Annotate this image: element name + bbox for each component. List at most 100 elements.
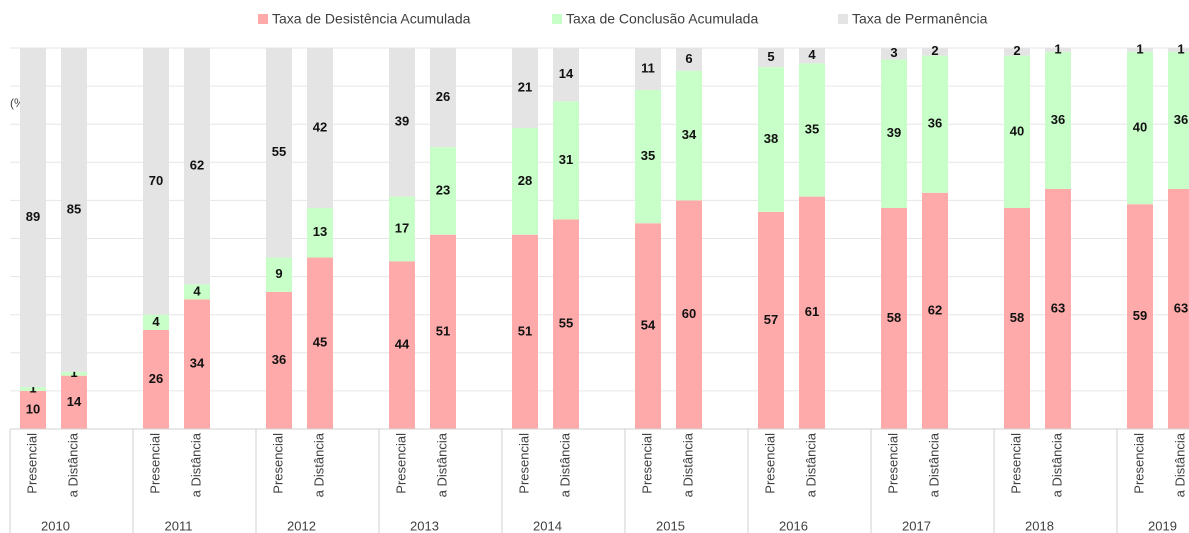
legend-label: Taxa de Desistência Acumulada [272,11,471,27]
data-label: 26 [436,89,450,104]
bar-segment [676,200,702,429]
bar-segment [184,284,210,300]
data-label: 51 [518,323,532,338]
bar-segment [512,48,538,129]
legend-label: Taxa de Permanência [852,11,988,27]
x-tick-label: a Distância [1049,432,1064,497]
data-label: 31 [559,152,573,167]
x-tick-label: Presencial [1008,433,1023,494]
bar-segment [61,48,87,372]
data-label: 63 [1174,300,1188,315]
x-tick-label: a Distância [803,432,818,497]
bar-segment [1004,48,1030,56]
bar-segment [881,59,907,209]
data-label: 36 [1051,112,1065,127]
x-tick-label: Presencial [639,433,654,494]
data-label: 70 [149,173,163,188]
bar-segment [799,196,825,429]
bar-segment [61,375,87,429]
bar-segment [881,48,907,60]
x-tick-label: a Distância [434,432,449,497]
data-label: 55 [272,144,286,159]
data-label: 60 [682,306,696,321]
bar-segment [307,257,333,429]
data-label: 1 [1136,41,1143,56]
data-label: 28 [518,173,532,188]
data-label: 58 [887,310,901,325]
bar-segment [61,371,87,376]
data-label: 17 [395,220,409,235]
bar-segment [635,223,661,429]
bar-segment [553,101,579,220]
x-tick-label: Presencial [885,433,900,494]
x-tick-label: a Distância [65,432,80,497]
group-label: 2012 [287,518,316,533]
group-label: 2018 [1025,518,1054,533]
data-label: 4 [808,47,816,62]
x-tick-label: Presencial [393,433,408,494]
bar-segment [143,329,169,429]
data-label: 36 [272,352,286,367]
data-label: 21 [518,79,532,94]
data-label: 2 [1013,43,1020,58]
data-label: 51 [436,323,450,338]
data-label: 4 [193,283,201,298]
data-label: 1 [1177,41,1184,56]
data-label: 89 [26,209,40,224]
bar-segment [553,219,579,429]
bar-segment [881,208,907,429]
data-label: 55 [559,316,573,331]
bar-segment [266,257,292,292]
data-label: 10 [26,401,40,416]
bar-segment [184,48,210,285]
data-label: 14 [67,394,82,409]
data-label: 3 [890,45,897,60]
bar-segment [143,314,169,330]
data-label: 44 [395,337,410,352]
bar-segment [430,147,456,235]
data-label: 40 [1010,123,1024,138]
group-label: 2011 [165,518,193,533]
bar-segment [676,70,702,201]
bar-segment [1127,204,1153,429]
data-label: 13 [313,224,327,239]
x-tick-label: a Distância [188,432,203,497]
bar-segment [922,55,948,193]
data-label: 14 [559,66,574,81]
data-label: 42 [313,119,327,134]
data-label: 85 [67,201,81,216]
x-tick-label: a Distância [680,432,695,497]
legend-swatch [552,14,562,24]
data-label: 2 [931,43,938,58]
bar-segment [307,48,333,209]
x-tick-label: Presencial [516,433,531,494]
data-label: 59 [1133,308,1147,323]
data-label: 1 [1054,41,1061,56]
data-label: 4 [152,314,160,329]
data-label: 61 [805,304,819,319]
bar-segment [1045,51,1071,189]
bar-segment [922,192,948,429]
bar-segment [389,48,415,197]
data-label: 38 [764,131,778,146]
bar-segment [758,67,784,212]
bar-segment [1004,208,1030,429]
bar-segment [676,48,702,71]
bar-segment [1168,51,1189,189]
bar-segment [758,48,784,68]
bar-segment [1127,48,1153,52]
data-label: 1 [70,365,77,380]
bar-segment [799,48,825,64]
bar-segment [143,48,169,315]
data-label: 26 [149,371,163,386]
bar-segment [1045,188,1071,429]
bar-segment [389,261,415,429]
data-label: 39 [395,114,409,129]
data-label: 5 [767,49,774,64]
group-label: 2014 [533,518,562,533]
bar-segment [799,63,825,197]
data-label: 63 [1051,300,1065,315]
legend-swatch [258,14,268,24]
data-label: 34 [190,356,205,371]
